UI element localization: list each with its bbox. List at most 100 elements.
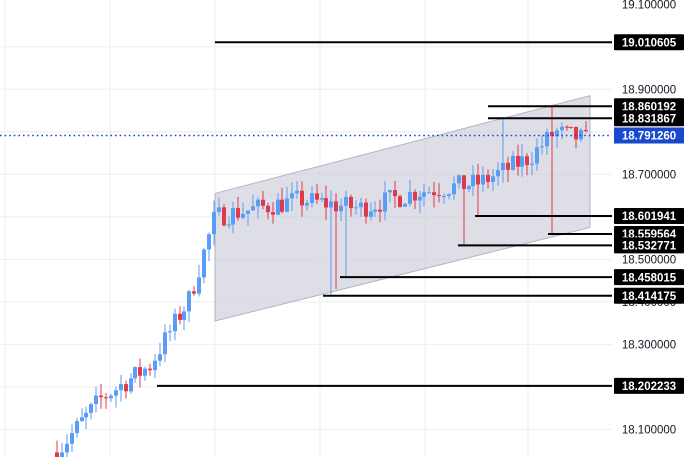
price-tags: 19.01060518.86019218.83186718.60194118.5… <box>614 34 684 394</box>
candle-body <box>173 313 177 332</box>
channel-area <box>214 95 591 322</box>
candle-body <box>422 192 426 197</box>
candle-body <box>481 174 485 185</box>
candle-body <box>584 130 588 132</box>
candle-body <box>153 360 157 371</box>
candle-body <box>256 199 260 207</box>
candle-body <box>158 354 162 361</box>
candle-body <box>280 199 284 212</box>
candle-body <box>65 443 69 453</box>
candle-body <box>550 132 554 137</box>
horizontal-levels <box>157 41 612 387</box>
candle-body <box>266 205 270 213</box>
candle-body <box>163 332 167 355</box>
candle-body <box>476 174 480 185</box>
candle-body <box>114 390 118 396</box>
candle-body <box>202 249 206 278</box>
level-price-label: 18.601941 <box>622 211 677 223</box>
candle-body <box>364 202 368 217</box>
candle-body <box>104 397 108 399</box>
candle-body <box>565 126 569 128</box>
candle-body <box>295 190 299 194</box>
candlestick-series <box>55 105 588 457</box>
candle-body <box>94 395 98 405</box>
candle-body <box>271 212 275 215</box>
candle-body <box>373 209 377 212</box>
candle-body <box>520 156 524 167</box>
candle-body <box>545 132 549 147</box>
candle-body <box>324 198 328 208</box>
candle-body <box>75 421 79 434</box>
candle-body <box>217 207 221 212</box>
y-tick-label: 19.100000 <box>622 0 676 11</box>
candle-body <box>231 208 235 225</box>
candle-body <box>506 162 510 170</box>
level-price-tag <box>614 98 684 115</box>
candle-body <box>501 162 505 171</box>
candle-body <box>246 210 250 214</box>
candle-body <box>393 190 397 197</box>
candle-body <box>300 190 304 206</box>
candle-body <box>408 191 412 204</box>
candle-body <box>133 367 137 379</box>
candle-body <box>143 368 147 376</box>
candle-body <box>55 452 59 457</box>
candle-body <box>496 170 500 177</box>
y-tick-label: 18.300000 <box>622 339 676 351</box>
level-price-tag <box>614 237 684 254</box>
candle-body <box>109 395 113 399</box>
level-price-tag <box>614 269 684 286</box>
price-channel <box>214 95 591 322</box>
level-price-label: 18.458015 <box>622 272 677 284</box>
current-price-tag <box>614 127 684 144</box>
candle-body <box>344 196 348 206</box>
candle-body <box>310 193 314 203</box>
level-price-tag <box>614 207 684 224</box>
candle-body <box>555 130 559 137</box>
candle-body <box>276 199 280 215</box>
candle-body <box>207 234 211 250</box>
candle-body <box>535 147 539 164</box>
candle-body <box>437 195 441 197</box>
candle-body <box>241 213 245 218</box>
candle-body <box>457 175 461 184</box>
candle-body <box>486 174 490 182</box>
candle-body <box>491 176 495 182</box>
candle-body <box>471 174 475 187</box>
candle-body <box>168 331 172 333</box>
candle-body <box>403 203 407 207</box>
candle-body <box>187 291 191 312</box>
candle-body <box>540 146 544 148</box>
candle-body <box>285 198 289 212</box>
candle-body <box>329 201 333 208</box>
candle-body <box>418 196 422 201</box>
candle-body <box>339 205 343 212</box>
candle-body <box>447 194 451 196</box>
candle-body <box>413 191 417 201</box>
candle-body <box>516 155 520 167</box>
level-price-label: 18.202233 <box>622 381 676 393</box>
candle-body <box>574 126 578 140</box>
y-tick-label: 18.500000 <box>622 254 676 266</box>
candle-body <box>369 211 373 217</box>
candle-body <box>178 313 182 320</box>
candle-body <box>251 206 255 211</box>
candle-body <box>84 412 88 418</box>
candle-body <box>70 433 74 444</box>
candle-body <box>354 207 358 209</box>
candle-body <box>129 378 133 392</box>
candle-body <box>182 311 186 320</box>
candle-body <box>227 224 231 226</box>
candle-body <box>427 192 431 194</box>
candle-body <box>462 175 466 190</box>
candle-body <box>467 186 471 190</box>
candle-body <box>525 156 529 166</box>
level-price-tag <box>614 34 684 51</box>
candle-body <box>236 208 240 218</box>
candle-body <box>261 199 265 206</box>
level-price-tag <box>614 110 684 127</box>
current-price-label: 18.791260 <box>622 131 676 143</box>
candle-body <box>432 192 436 196</box>
